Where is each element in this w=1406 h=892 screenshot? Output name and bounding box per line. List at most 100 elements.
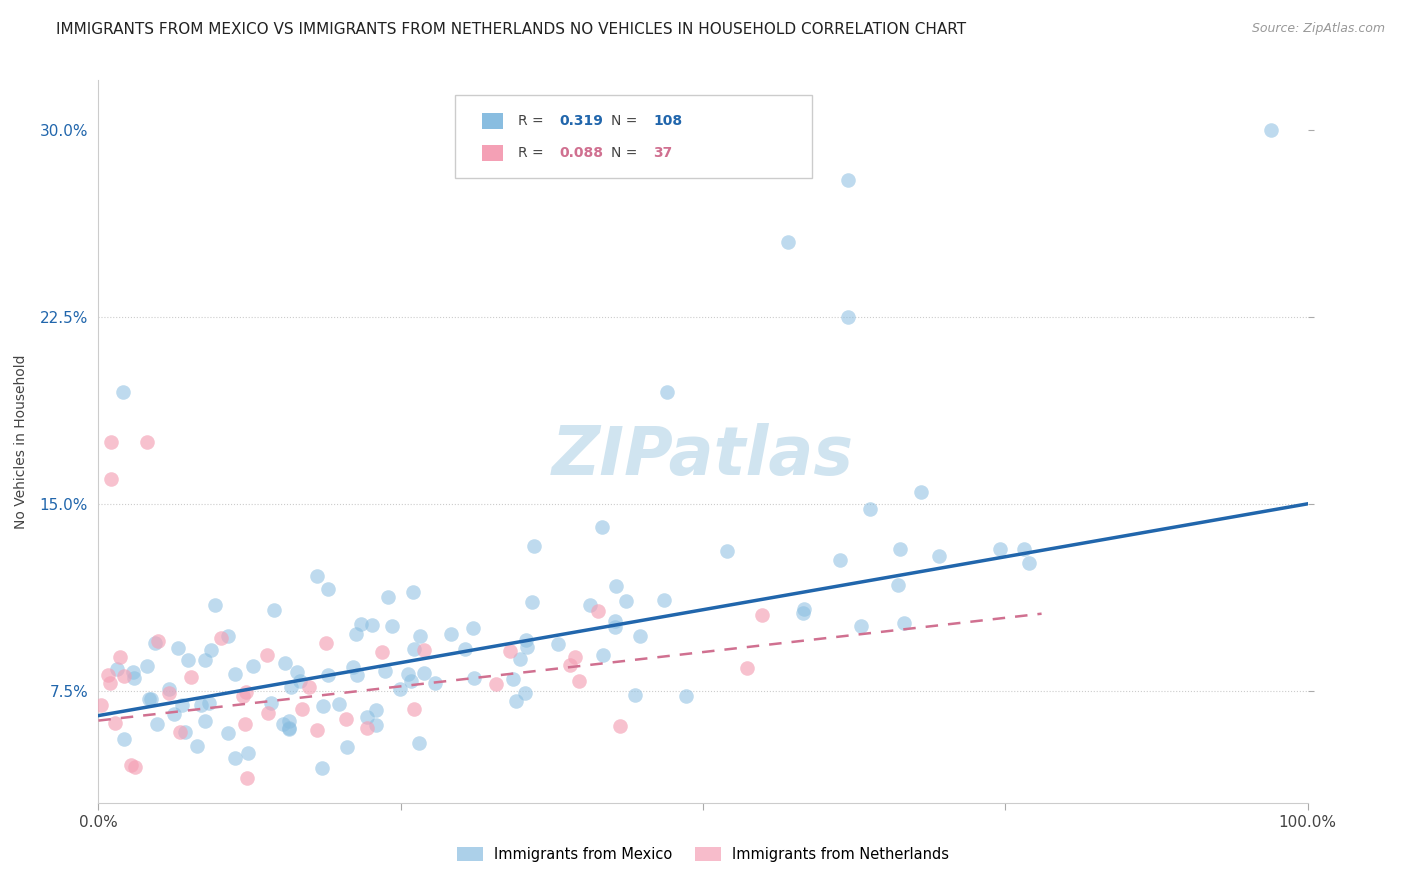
Point: [776, 235, 799, 250]
Point: [423, 675, 446, 690]
Point: [112, 668, 135, 682]
Point: [291, 702, 314, 716]
Point: [344, 627, 367, 641]
Point: [830, 553, 852, 567]
Point: [579, 598, 602, 612]
Point: [408, 736, 430, 750]
Point: [105, 662, 128, 676]
Point: [328, 697, 350, 711]
Point: [311, 761, 333, 775]
Point: [280, 681, 302, 695]
Point: [454, 642, 477, 657]
Point: [288, 674, 311, 689]
Point: [564, 649, 586, 664]
Point: [204, 598, 226, 612]
Text: N =: N =: [612, 146, 643, 161]
Point: [278, 722, 301, 736]
Point: [236, 746, 259, 760]
Point: [592, 648, 614, 662]
Point: [342, 660, 364, 674]
Point: [180, 670, 202, 684]
Text: R =: R =: [517, 146, 548, 161]
Point: [655, 384, 678, 399]
Point: [122, 672, 145, 686]
Text: 37: 37: [654, 146, 672, 161]
Point: [361, 617, 384, 632]
Point: [163, 707, 186, 722]
Point: [364, 718, 387, 732]
Point: [318, 668, 340, 682]
Point: [217, 726, 239, 740]
Point: [335, 712, 357, 726]
Point: [350, 617, 373, 632]
Point: [307, 568, 329, 582]
Point: [122, 665, 145, 680]
Text: R =: R =: [517, 114, 548, 128]
Point: [235, 685, 257, 699]
Point: [271, 717, 294, 731]
Point: [485, 677, 508, 691]
Point: [751, 608, 773, 623]
Point: [792, 606, 814, 620]
Point: [159, 686, 181, 700]
Point: [603, 614, 626, 628]
Point: [278, 714, 301, 728]
Point: [217, 629, 239, 643]
Point: [167, 641, 190, 656]
Point: [146, 717, 169, 731]
Point: [793, 602, 815, 616]
Point: [910, 484, 932, 499]
Point: [412, 665, 434, 680]
Point: [1260, 123, 1282, 137]
Point: [366, 703, 388, 717]
Point: [233, 716, 256, 731]
Point: [346, 668, 368, 682]
Point: [112, 732, 135, 747]
Text: Source: ZipAtlas.com: Source: ZipAtlas.com: [1251, 22, 1385, 36]
Point: [315, 636, 337, 650]
Point: [194, 714, 217, 728]
Point: [146, 634, 169, 648]
Point: [515, 686, 537, 700]
Point: [381, 619, 404, 633]
FancyBboxPatch shape: [482, 113, 503, 129]
Point: [523, 539, 546, 553]
Point: [256, 706, 278, 720]
Point: [605, 579, 627, 593]
Point: [176, 653, 198, 667]
Point: [256, 648, 278, 663]
Point: [143, 636, 166, 650]
Point: [100, 472, 122, 486]
Point: [356, 721, 378, 735]
Point: [232, 689, 254, 703]
Point: [141, 692, 163, 706]
Point: [463, 671, 485, 685]
Point: [515, 633, 537, 648]
Point: [242, 658, 264, 673]
Point: [194, 653, 217, 667]
Point: [404, 701, 426, 715]
Point: [197, 697, 219, 711]
Point: [124, 759, 146, 773]
FancyBboxPatch shape: [482, 145, 503, 161]
Point: [374, 664, 396, 678]
Point: [858, 502, 880, 516]
Point: [278, 721, 301, 735]
Text: IMMIGRANTS FROM MEXICO VS IMMIGRANTS FROM NETHERLANDS NO VEHICLES IN HOUSEHOLD C: IMMIGRANTS FROM MEXICO VS IMMIGRANTS FRO…: [56, 22, 966, 37]
Point: [603, 620, 626, 634]
Point: [209, 631, 232, 645]
Point: [591, 520, 613, 534]
Point: [263, 603, 285, 617]
Point: [675, 689, 697, 703]
Point: [135, 434, 157, 449]
Point: [849, 619, 872, 633]
Point: [190, 698, 212, 712]
Point: [560, 657, 582, 672]
Point: [399, 673, 422, 688]
Point: [837, 310, 859, 324]
Point: [236, 771, 259, 785]
Point: [988, 541, 1011, 556]
Point: [628, 629, 651, 643]
Point: [609, 719, 631, 733]
Point: [440, 627, 463, 641]
